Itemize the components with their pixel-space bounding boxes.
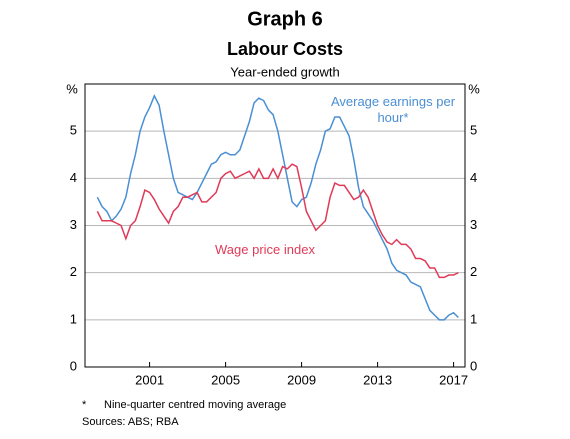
series-label: Wage price index	[215, 242, 315, 257]
y-tick-label: 4	[70, 170, 77, 185]
y-tick-label-right: 1	[470, 311, 477, 326]
y-unit-right: %	[468, 81, 480, 96]
plot-frame	[84, 83, 466, 368]
y-axis-label: Year-ended growth	[230, 64, 339, 79]
series-line	[96, 93, 459, 321]
series-label: Average earnings per hour*	[330, 94, 456, 125]
y-tick-label: 1	[70, 311, 77, 326]
x-tick-label: 2009	[287, 372, 316, 387]
y-tick-label: 3	[70, 217, 77, 232]
series-line	[96, 163, 459, 279]
x-tick-label: 2001	[135, 372, 164, 387]
chart-subtitle: Labour Costs	[227, 39, 343, 59]
y-tick-label-right: 5	[470, 123, 477, 138]
y-tick-label: 5	[70, 123, 77, 138]
x-tick-label: 2017	[439, 372, 468, 387]
source: Sources: ABS; RBA	[82, 416, 179, 428]
y-tick-label-right: 0	[470, 358, 477, 373]
footnote-marker: *	[82, 399, 87, 411]
x-tick-label: 2005	[211, 372, 240, 387]
chart-title: Graph 6	[247, 8, 323, 30]
y-tick-label-right: 4	[470, 170, 477, 185]
footnote: Nine-quarter centred moving average	[104, 399, 286, 411]
y-tick-label: 0	[70, 358, 77, 373]
y-tick-label-right: 3	[470, 217, 477, 232]
x-tick-label: 2013	[363, 372, 392, 387]
y-tick-label-right: 2	[470, 264, 477, 279]
y-tick-label: 2	[70, 264, 77, 279]
y-unit-left: %	[66, 81, 78, 96]
